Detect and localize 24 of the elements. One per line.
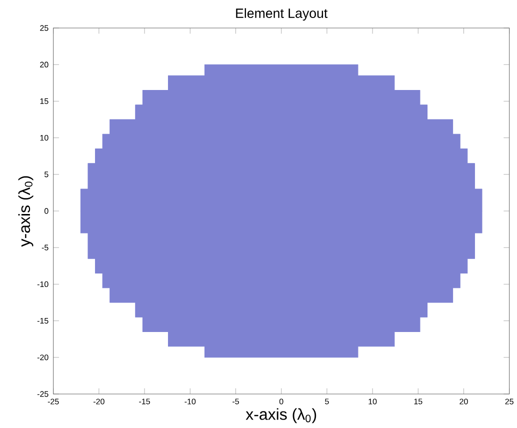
y-tick-label: 5: [44, 172, 48, 178]
y-tick-label: -5: [42, 244, 48, 250]
y-tick-label: -15: [37, 318, 48, 324]
x-tick-label: -20: [94, 398, 104, 404]
x-tick-label: 15: [414, 398, 422, 404]
y-tick-label: 15: [40, 98, 48, 104]
y-axis-title: y-axis (λ$_{0}$): [18, 176, 34, 247]
chart-title: Element Layout: [236, 8, 328, 21]
x-tick-label: -10: [184, 398, 196, 404]
x-tick-label: 10: [368, 398, 377, 404]
x-tick-label: -15: [139, 398, 150, 404]
x-tick-label: 0: [279, 398, 284, 404]
x-tick-label: 25: [505, 398, 514, 404]
y-tick-label: 25: [40, 25, 48, 31]
x-axis-title: x-axis (λ$_{0}$): [246, 408, 316, 424]
x-tick-label: 20: [460, 398, 468, 404]
y-tick-label: -10: [37, 281, 48, 288]
x-tick-label: -5: [232, 398, 239, 404]
y-tick-label: -20: [37, 354, 48, 360]
y-tick-label: 20: [40, 62, 48, 68]
y-tick-label: 0: [44, 208, 48, 214]
x-tick-label: 5: [325, 398, 329, 404]
y-tick-label: -25: [37, 391, 48, 397]
y-tick-label: 10: [40, 134, 48, 141]
